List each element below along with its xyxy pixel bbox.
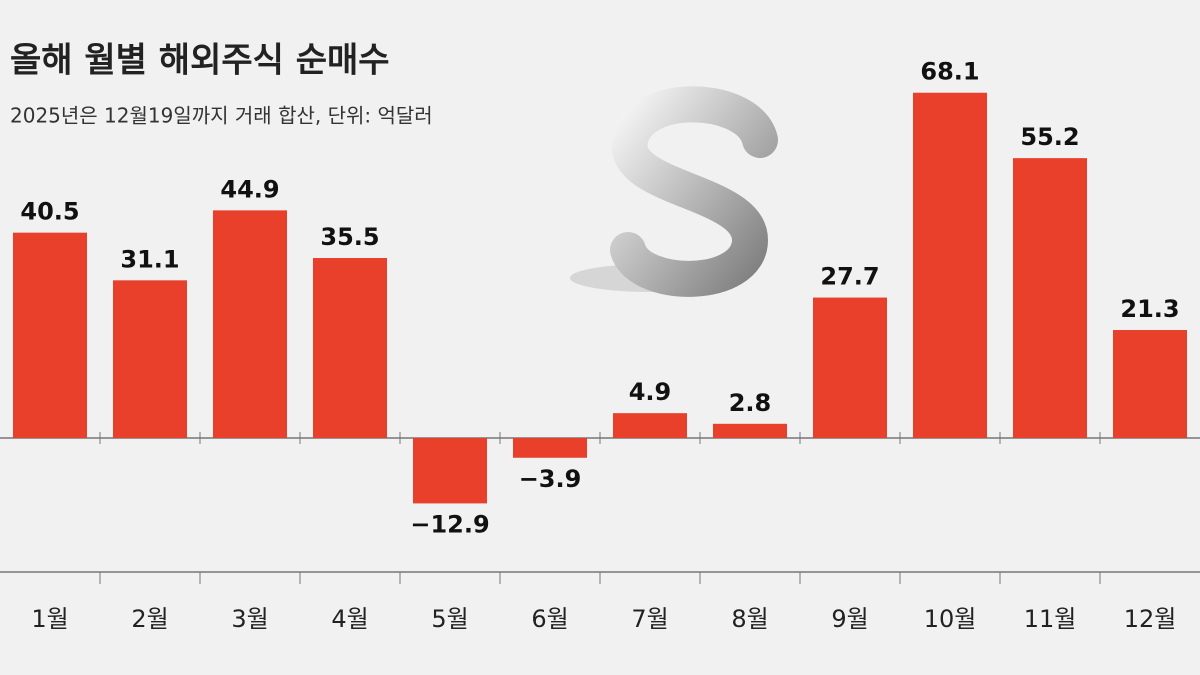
bar bbox=[613, 413, 687, 438]
x-tick-label: 2월 bbox=[131, 605, 168, 633]
data-label: 2.8 bbox=[729, 389, 772, 417]
data-label: 31.1 bbox=[120, 245, 179, 273]
x-tick-label: 1월 bbox=[31, 605, 68, 633]
bar bbox=[1113, 330, 1187, 438]
x-tick-label: 8월 bbox=[731, 605, 768, 633]
chart-subtitle: 2025년은 12월19일까지 거래 합산, 단위: 억달러 bbox=[10, 104, 433, 128]
x-tick-label: 11월 bbox=[1024, 605, 1077, 633]
x-tick-label: 4월 bbox=[331, 605, 368, 633]
data-label: 68.1 bbox=[920, 58, 979, 86]
data-label: 35.5 bbox=[320, 223, 379, 251]
bar bbox=[413, 438, 487, 504]
bar bbox=[1013, 158, 1087, 439]
bar bbox=[913, 92, 987, 438]
x-tick-label: 12월 bbox=[1124, 605, 1177, 633]
x-tick-label: 10월 bbox=[924, 605, 977, 633]
data-label: 55.2 bbox=[1020, 123, 1079, 151]
chart-title: 올해 월별 해외주식 순매수 bbox=[10, 41, 390, 81]
bar bbox=[513, 438, 587, 458]
bar bbox=[113, 280, 187, 438]
bar bbox=[713, 423, 787, 438]
data-label: 27.7 bbox=[820, 263, 879, 291]
x-tick-label: 9월 bbox=[831, 605, 868, 633]
x-tick-label: 3월 bbox=[231, 605, 268, 633]
data-label: −3.9 bbox=[519, 465, 582, 493]
data-label: −12.9 bbox=[410, 510, 489, 538]
data-label: 21.3 bbox=[1120, 295, 1179, 323]
data-label: 4.9 bbox=[629, 378, 672, 406]
data-label: 40.5 bbox=[20, 198, 79, 226]
data-label: 44.9 bbox=[220, 175, 279, 203]
bar bbox=[313, 258, 387, 438]
bar bbox=[813, 297, 887, 438]
bar bbox=[213, 210, 287, 438]
x-tick-label: 6월 bbox=[531, 605, 568, 633]
x-tick-label: 5월 bbox=[431, 605, 468, 633]
dollar-icon bbox=[570, 80, 778, 297]
x-tick-label: 7월 bbox=[631, 605, 668, 633]
bar bbox=[13, 232, 87, 438]
